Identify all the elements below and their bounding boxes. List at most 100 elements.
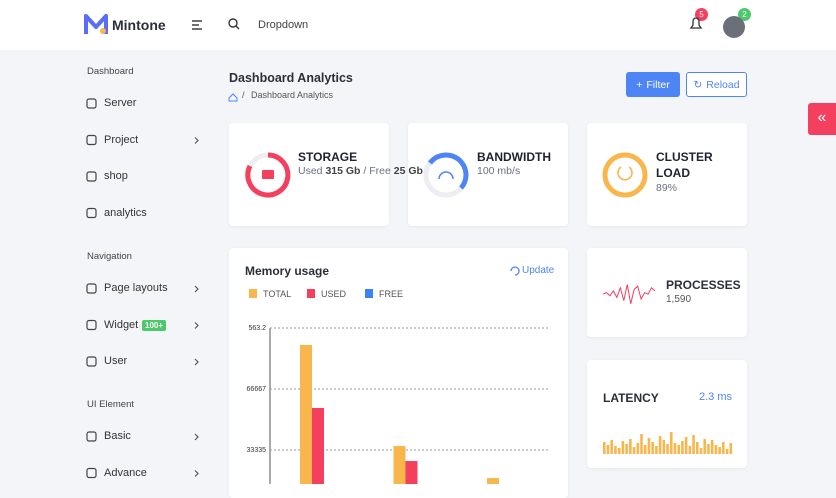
card-value: 2.3 ms: [699, 391, 733, 403]
menu-item: Page layouts: [104, 282, 168, 294]
latency-bar: [651, 442, 654, 454]
latency-bar: [692, 435, 695, 454]
stat-title: CLUSTER LOAD: [656, 150, 713, 180]
refresh-icon[interactable]: [510, 266, 520, 276]
stat-card: [408, 123, 568, 226]
latency-bar: [669, 432, 673, 454]
latency-bar: [677, 445, 680, 454]
sparkline: [602, 284, 656, 304]
legend-label: USED: [321, 289, 347, 299]
side-toggle[interactable]: «: [808, 103, 836, 135]
bar: [393, 446, 406, 484]
avatar[interactable]: [723, 16, 745, 38]
gauge: [428, 152, 469, 190]
latency-bar: [621, 441, 625, 454]
menu-item: Advance: [104, 466, 147, 479]
breadcrumb: Dashboard Analytics: [251, 90, 334, 100]
latency-bar: [655, 446, 658, 454]
stat-detail-part: /: [360, 165, 370, 177]
menu-icon: [86, 207, 97, 219]
latency-bar: [617, 448, 621, 454]
filter-button[interactable]: + Filter: [626, 72, 680, 97]
page-title: Dashboard Analytics: [229, 71, 353, 85]
card-title: LATENCY: [603, 391, 659, 405]
latency-bar: [725, 449, 729, 454]
search-icon[interactable]: [228, 18, 240, 30]
latency-bar: [703, 439, 707, 454]
menu-icon[interactable]: [192, 20, 202, 30]
menu-badge: 100+: [142, 319, 167, 331]
latency-bar: [666, 444, 669, 454]
latency-bar: [718, 447, 721, 454]
menu-icon: [86, 283, 97, 294]
submenu-arrow: [194, 358, 199, 366]
latency-bar: [684, 437, 688, 454]
submenu-arrow: [194, 285, 199, 293]
bar: [312, 407, 324, 484]
stat-detail: Used 315 Gb / Free 25 Gb: [298, 164, 423, 179]
stat-card: [587, 123, 747, 226]
power-icon: [617, 166, 633, 181]
chart-title: Memory usage: [245, 264, 330, 278]
search-input[interactable]: Dropdown: [258, 19, 309, 31]
bell-icon[interactable]: [689, 17, 703, 29]
legend-label: TOTAL: [263, 289, 292, 299]
menu-item: shop: [104, 170, 128, 182]
stat-detail-part: 25 Gb: [393, 165, 423, 177]
logo: [84, 14, 108, 34]
menu-item: Widget: [104, 318, 139, 331]
latency-bar: [662, 440, 666, 454]
reload-button[interactable]: ↻ Reload: [686, 72, 747, 97]
menu-item: Server: [104, 97, 137, 109]
stat-title: STORAGE: [298, 150, 358, 164]
latency-bar: [696, 442, 699, 454]
submenu-arrow: [194, 470, 199, 477]
gauge: [245, 152, 291, 198]
stat-detail: 100 mb/s: [477, 164, 553, 179]
stat-detail: 89%: [656, 181, 732, 196]
storage-icon: [262, 170, 274, 179]
latency-bar: [629, 439, 632, 454]
submenu-arrow: [194, 322, 199, 329]
stat-title: BANDWIDTH: [477, 150, 551, 164]
legend-swatch: [307, 289, 315, 298]
home-icon: [228, 93, 238, 102]
stat-detail-part: 89%: [656, 182, 678, 194]
menu-item: User: [104, 355, 128, 367]
chart-action: Update: [522, 265, 555, 276]
graphics: 563.2 33335 66667: [84, 14, 745, 484]
legend-label: FREE: [379, 289, 404, 299]
y-tick-label: 563.2: [248, 325, 266, 332]
stat-detail-part: 100 mb/s: [477, 165, 521, 177]
menu-item: Project: [104, 133, 139, 146]
y-tick-label: 33335: [247, 447, 267, 454]
bar: [300, 345, 312, 484]
latency-bar: [710, 440, 714, 454]
latency-bar: [729, 443, 733, 454]
latency-bar: [707, 444, 710, 454]
submenu-arrow: [194, 433, 199, 441]
latency-bar: [603, 442, 606, 454]
menu-icon: [86, 171, 97, 182]
sidebar-section-title: UI Element: [87, 399, 134, 410]
card-value: 1,590: [666, 294, 692, 305]
button-label: Filter: [646, 78, 670, 91]
sidebar-section-title: Dashboard: [87, 66, 134, 77]
menu-icon: [86, 319, 97, 331]
latency-bar: [606, 445, 610, 454]
gauge: [602, 152, 648, 198]
y-tick-label: 66667: [247, 386, 267, 393]
menu-item: Basic: [104, 430, 131, 442]
latency-bar: [722, 442, 725, 454]
latency-bar: [610, 440, 614, 454]
latency-bar: [681, 441, 684, 454]
stat-card: [229, 123, 389, 226]
submenu-arrow: [194, 137, 199, 144]
legend-swatch: [365, 289, 373, 298]
menu-icon: [86, 134, 97, 146]
menu-icon: [86, 431, 97, 442]
menu-item: analytics: [104, 206, 147, 219]
profile-badge: 2: [738, 8, 751, 21]
latency-bar: [636, 443, 640, 454]
